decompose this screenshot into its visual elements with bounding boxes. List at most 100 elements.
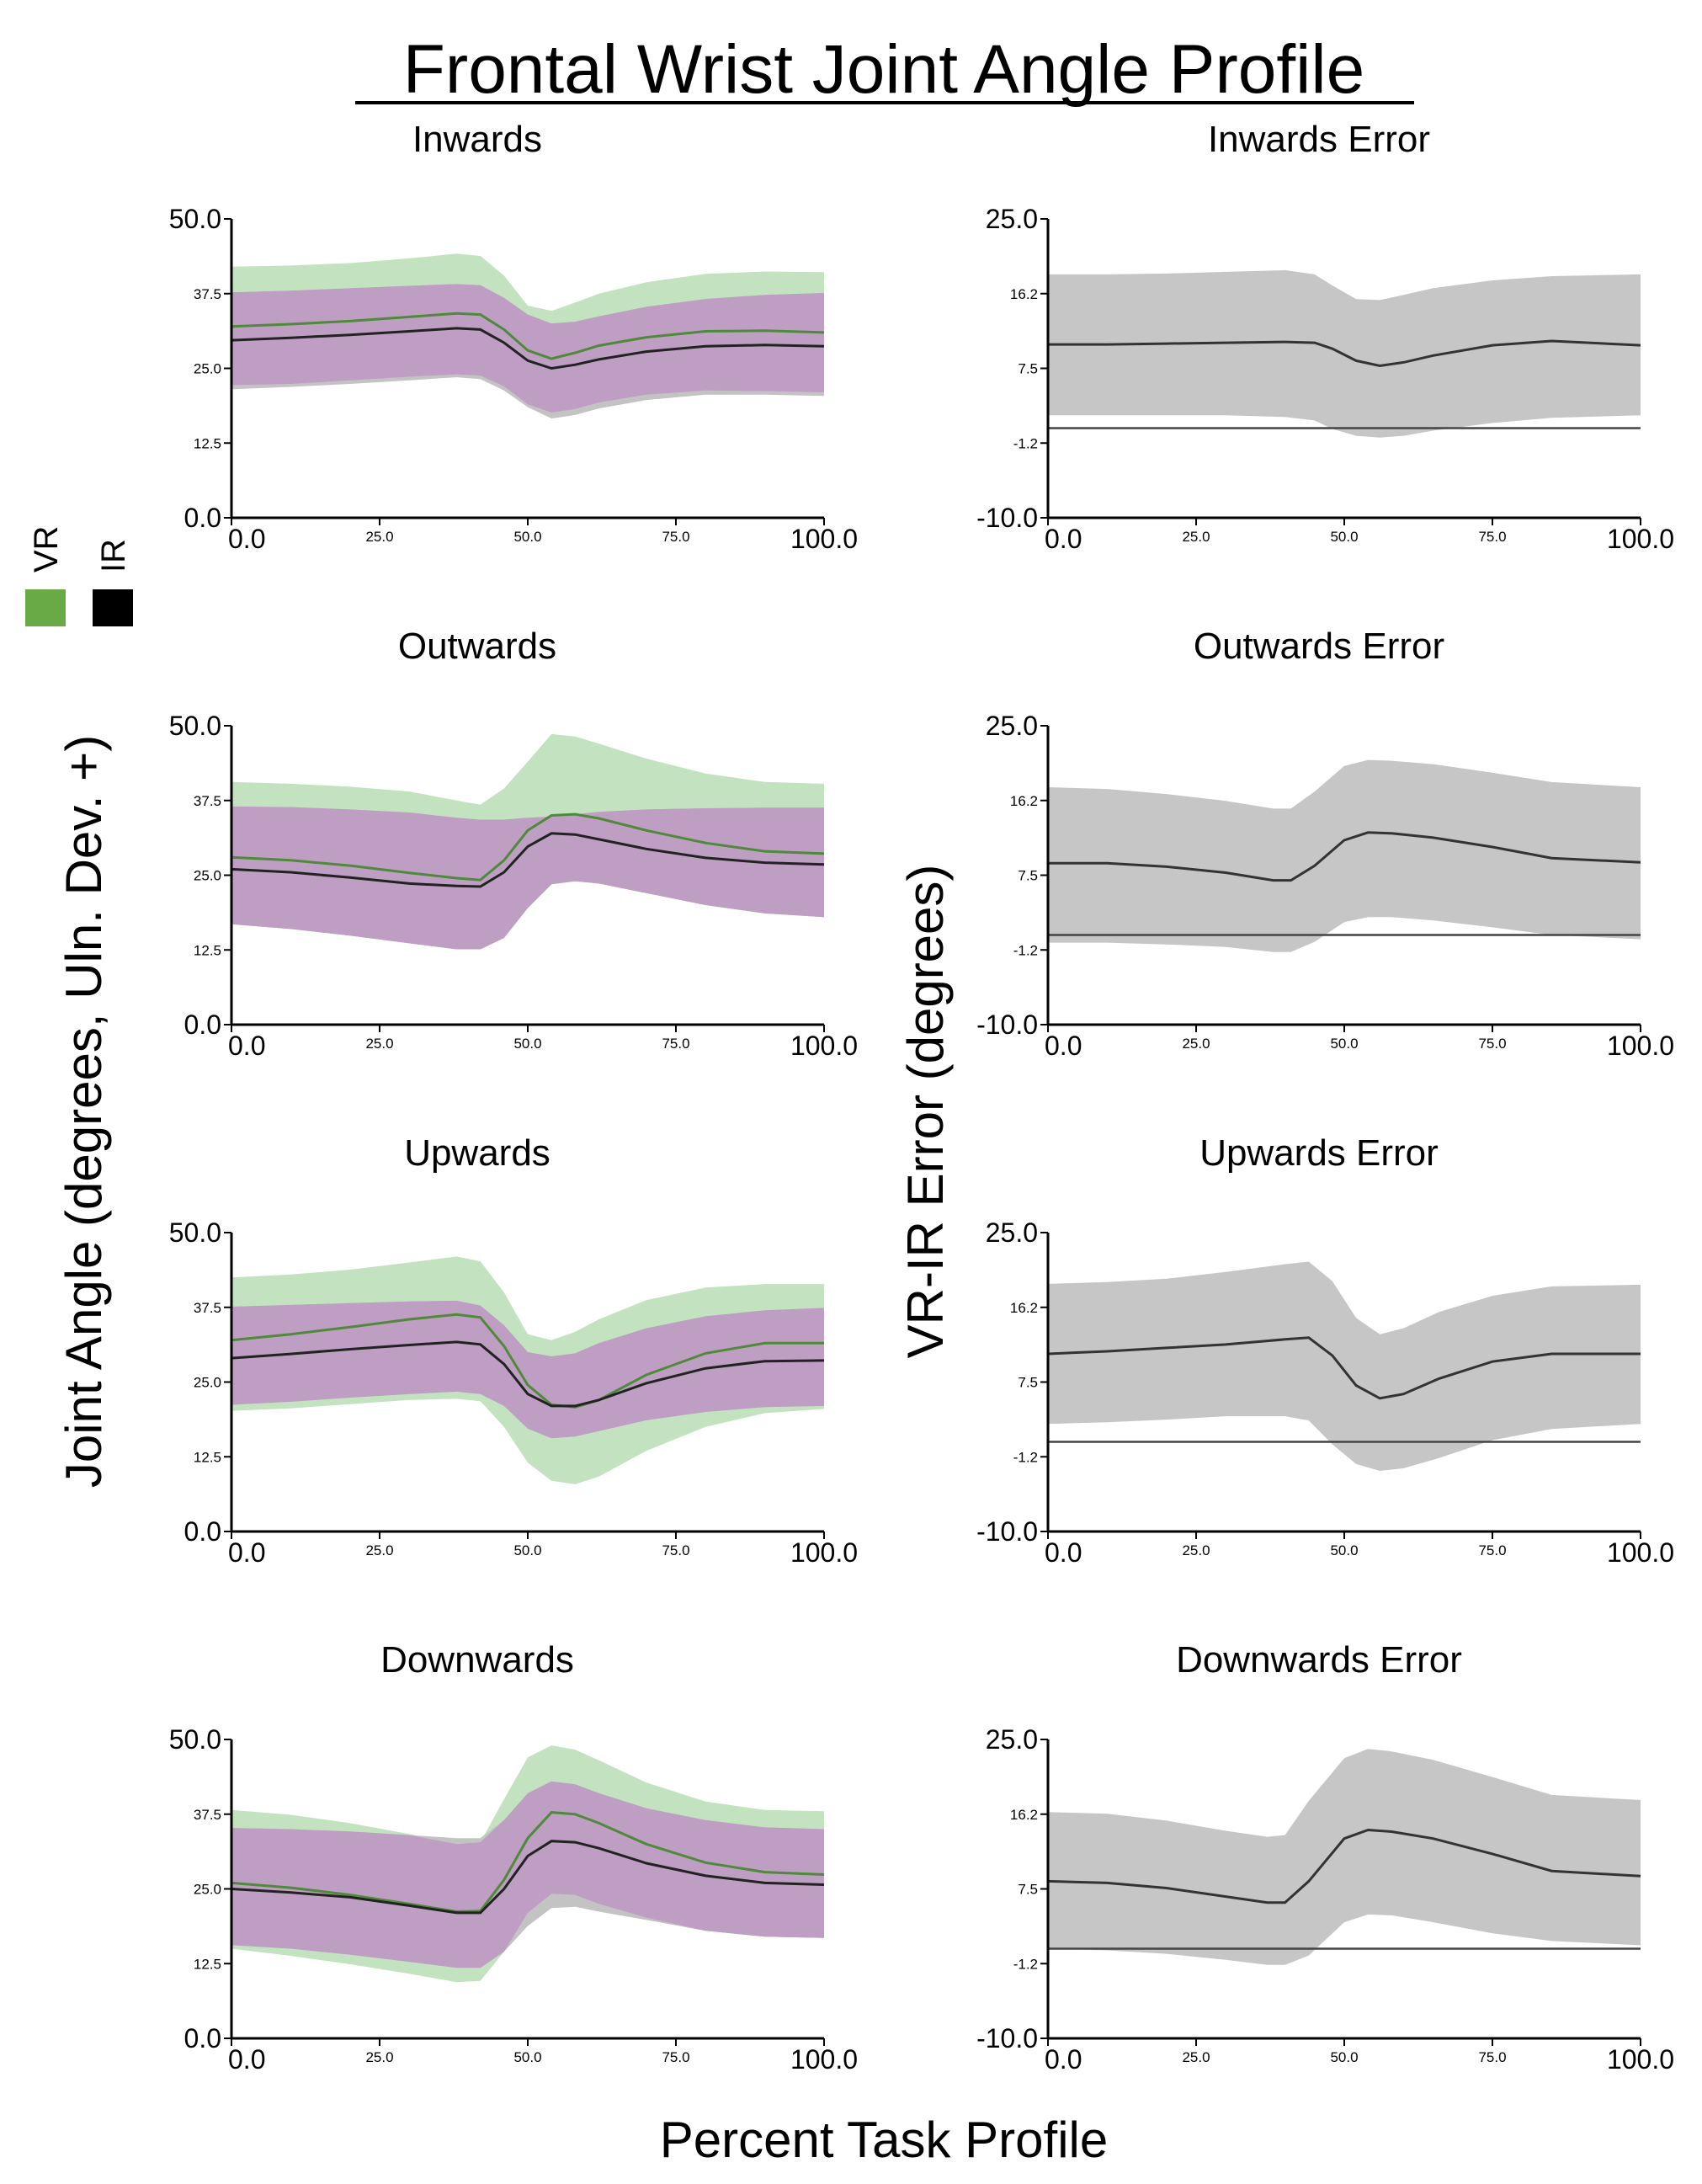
outwards-error-x-tick-label: 0.0 (1045, 1031, 1082, 1061)
legend-swatch-ir (93, 589, 133, 626)
panel-downwards: Downwards 0.0 25.0 50.0 75.0 100.0 0.0 12.5 25.0… (169, 1639, 858, 2075)
upwards-error-x-tick-label: 0.0 (1045, 1537, 1082, 1568)
downwards-error-y-tick-label: -10.0 (976, 2023, 1038, 2053)
downwards-error-x-tick-label: 0.0 (1045, 2044, 1082, 2075)
inwards-error-y-tick-label: 7.5 (1018, 361, 1038, 377)
outwards-ir-line (231, 832, 825, 888)
upwards-vr-line (231, 1313, 824, 1409)
inwards-error-y-tick-label: 16.2 (1010, 286, 1038, 302)
inwards-error-y-tick-label: 25.0 (986, 204, 1038, 234)
downwards-vr-line (231, 1811, 825, 1914)
inwards-error-y-tick-label: -10.0 (976, 503, 1038, 533)
upwards-error-x-tick-label: 75.0 (1478, 1542, 1506, 1558)
upwards-error-y-tick-label: 25.0 (986, 1217, 1038, 1248)
downwards-y-tick-label: 50.0 (169, 1724, 221, 1755)
downwards-error-y-tick-label: 7.5 (1018, 1882, 1038, 1898)
upwards-error-x-tick-label: 50.0 (1330, 1542, 1358, 1558)
inwards-y-tick-label: 37.5 (194, 286, 221, 302)
panel-upwards-error: Upwards Error 0.0 25.0 50.0 75.0 100.0 -10.0 -1… (976, 1132, 1674, 1568)
inwards-error-x-tick-label: 100.0 (1607, 524, 1674, 554)
outwards-error-error-band (1048, 759, 1641, 952)
upwards-x-tick-label: 0.0 (228, 1537, 265, 1568)
legend-label-ir: IR (95, 539, 132, 573)
inwards-ir-line (231, 327, 825, 370)
panel-upwards: Upwards 0.0 25.0 50.0 75.0 100.0 0.0 12.5 25.0 37… (169, 1132, 858, 1568)
inwards-error-x-tick-label: 50.0 (1330, 529, 1358, 545)
panel-inwards-error: Inwards Error 0.0 25.0 50.0 75.0 100.0 -10.0 -1… (976, 119, 1674, 554)
downwards-x-tick-label: 25.0 (365, 2049, 393, 2065)
outwards-x-tick-label: 75.0 (662, 1036, 689, 1052)
outwards-error-x-tick-label: 75.0 (1478, 1036, 1506, 1052)
outwards-error-y-tick-label: 7.5 (1018, 868, 1038, 884)
inwards-error-error-line (1048, 339, 1641, 368)
upwards-error-error-line (1047, 1336, 1641, 1400)
downwards-error-title: Downwards Error (1176, 1639, 1462, 1681)
outwards-title: Outwards (398, 626, 556, 667)
upwards-y-tick-label: 12.5 (194, 1449, 221, 1465)
outwards-y-tick-label: 12.5 (194, 942, 221, 958)
downwards-x-tick-label: 0.0 (228, 2044, 265, 2075)
inwards-error-x-tick-label: 0.0 (1045, 524, 1082, 554)
downwards-error-y-tick-label: -1.2 (1013, 1956, 1038, 1972)
downwards-y-tick-label: 0.0 (184, 2023, 221, 2053)
outwards-error-y-tick-label: 25.0 (986, 711, 1038, 741)
upwards-x-tick-label: 100.0 (790, 1537, 858, 1568)
downwards-x-tick-label: 75.0 (662, 2049, 689, 2065)
downwards-error-x-tick-label: 100.0 (1607, 2044, 1674, 2075)
outwards-error-y-tick-label: 16.2 (1010, 793, 1038, 809)
inwards-x-tick-label: 75.0 (662, 529, 689, 545)
downwards-title: Downwards (380, 1639, 574, 1681)
upwards-x-tick-label: 25.0 (365, 1542, 393, 1558)
left-y-axis-title: Joint Angle (degrees, Uln. Dev. +) (56, 735, 112, 1488)
upwards-x-tick-label: 50.0 (513, 1542, 541, 1558)
downwards-error-error-band (1048, 1749, 1641, 1965)
right-y-axis-title: VR-IR Error (degrees) (897, 865, 954, 1359)
outwards-error-x-tick-label: 50.0 (1330, 1036, 1358, 1052)
downwards-x-tick-label: 100.0 (790, 2044, 858, 2075)
downwards-y-tick-label: 25.0 (194, 1882, 221, 1898)
legend-label-vr: VR (28, 525, 65, 573)
inwards-vr-line (231, 312, 825, 360)
legend: VR IR (25, 525, 133, 626)
downwards-error-y-tick-label: 16.2 (1010, 1807, 1038, 1823)
inwards-overlap-band (231, 284, 824, 413)
upwards-error-error-band (1048, 1261, 1641, 1471)
outwards-x-tick-label: 25.0 (365, 1036, 393, 1052)
upwards-ir-line (231, 1340, 825, 1408)
inwards-title: Inwards (412, 119, 542, 160)
inwards-y-tick-label: 0.0 (184, 503, 221, 533)
upwards-error-y-tick-label: -10.0 (976, 1516, 1038, 1547)
panels: Inwards 0.0 25.0 50.0 75.0 100.0 0.0 12.5 25.0 37… (169, 119, 1674, 2075)
upwards-y-tick-label: 37.5 (194, 1300, 221, 1316)
inwards-error-title: Inwards Error (1208, 119, 1430, 160)
upwards-error-x-tick-label: 25.0 (1182, 1542, 1210, 1558)
inwards-y-tick-label: 50.0 (169, 204, 221, 234)
outwards-y-tick-label: 37.5 (194, 793, 221, 809)
outwards-error-x-tick-label: 100.0 (1607, 1031, 1674, 1061)
figure-title: Frontal Wrist Joint Angle Profile (403, 31, 1364, 108)
downwards-y-tick-label: 37.5 (194, 1807, 221, 1823)
downwards-error-x-tick-label: 25.0 (1182, 2049, 1210, 2065)
inwards-x-tick-label: 25.0 (365, 529, 393, 545)
upwards-error-title: Upwards Error (1199, 1132, 1439, 1174)
outwards-x-tick-label: 0.0 (228, 1031, 265, 1061)
inwards-x-tick-label: 100.0 (790, 524, 858, 554)
legend-swatch-vr (25, 589, 66, 626)
outwards-error-y-tick-label: -10.0 (976, 1009, 1038, 1040)
upwards-error-y-tick-label: 16.2 (1010, 1300, 1038, 1316)
outwards-y-tick-label: 50.0 (169, 711, 221, 741)
upwards-x-tick-label: 75.0 (662, 1542, 689, 1558)
panel-downwards-error: Downwards Error 0.0 25.0 50.0 75.0 100.0 -10.0… (976, 1639, 1674, 2075)
outwards-error-x-tick-label: 25.0 (1182, 1036, 1210, 1052)
inwards-x-tick-label: 0.0 (228, 524, 265, 554)
upwards-y-tick-label: 0.0 (184, 1516, 221, 1547)
outwards-error-y-tick-label: -1.2 (1013, 942, 1038, 958)
inwards-y-tick-label: 25.0 (194, 361, 221, 377)
outwards-error-error-line (1048, 831, 1641, 882)
outwards-y-tick-label: 0.0 (184, 1009, 221, 1040)
inwards-error-x-tick-label: 75.0 (1478, 529, 1506, 545)
outwards-error-title: Outwards Error (1194, 626, 1444, 667)
inwards-x-tick-label: 50.0 (513, 529, 541, 545)
downwards-error-x-tick-label: 75.0 (1478, 2049, 1506, 2065)
